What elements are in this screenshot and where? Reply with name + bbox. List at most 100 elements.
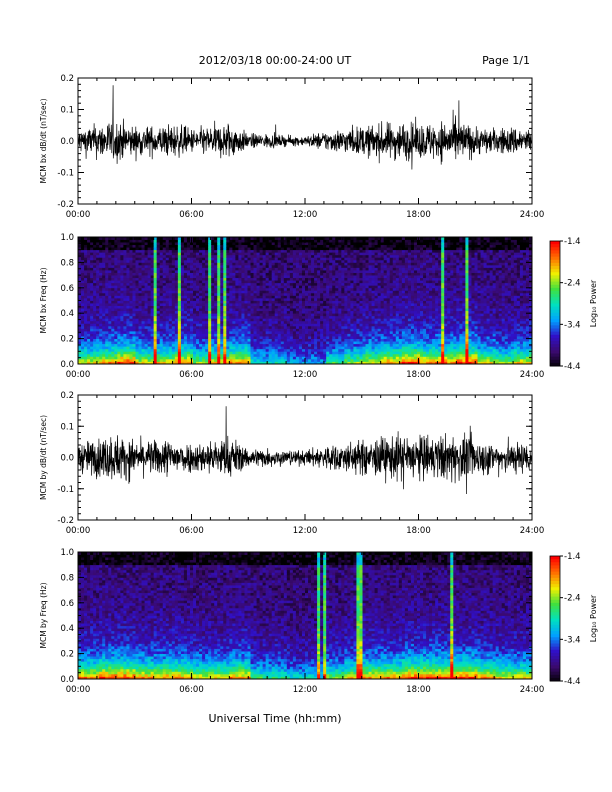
spectrogram-cell (232, 318, 236, 322)
spectrogram-cell (211, 346, 215, 350)
spectrogram-cell (323, 239, 327, 243)
spectrogram-cell (298, 328, 303, 332)
spectrogram-cell (150, 346, 155, 350)
spectrogram-cell (208, 315, 212, 319)
spectrogram-cell (132, 308, 136, 312)
spectrogram-cell (177, 303, 182, 306)
spectrogram-cell (283, 292, 288, 296)
spectrogram-cell (78, 285, 82, 289)
spectrogram-cell (223, 313, 227, 317)
spectrogram-cell (162, 358, 167, 362)
spectrogram-cell (202, 262, 206, 266)
spectrogram-cell (308, 300, 312, 304)
spectrogram-cell (350, 310, 354, 314)
spectrogram-cell (93, 297, 97, 301)
spectrogram-cell (308, 336, 312, 339)
spectrogram-cell (362, 308, 366, 312)
spectrogram-cell (235, 237, 239, 240)
spectrogram-cell (174, 282, 179, 286)
spectrogram-cell (129, 290, 133, 294)
spectrogram-cell (341, 351, 345, 355)
spectrogram-cell (108, 259, 112, 263)
spectrogram-cell (129, 252, 133, 256)
spectrogram-cell (274, 297, 279, 301)
spectrogram-cell (102, 315, 106, 319)
spectrogram-cell (78, 252, 82, 256)
spectrogram-cell (286, 318, 291, 322)
spectrogram-cell (186, 330, 191, 334)
spectrogram-cell (108, 315, 112, 319)
spectrogram-cell (250, 244, 254, 248)
spectrogram-cell (332, 252, 336, 256)
spectrogram-cell (220, 252, 224, 256)
spectrogram-cell (171, 244, 176, 248)
spectrogram-cell (211, 282, 215, 286)
spectrogram-cell (356, 272, 360, 276)
spectrogram-cell (289, 330, 294, 334)
spectrogram-cell (87, 290, 91, 294)
spectrogram-cell (177, 328, 182, 332)
spectrogram-cell (162, 275, 167, 279)
spectrogram-cell (238, 333, 242, 337)
spectrogram-cell (250, 361, 254, 365)
spectrogram-cell (102, 287, 106, 291)
spectrogram-cell (199, 338, 203, 342)
spectrogram-cell (165, 346, 170, 350)
spectrogram-cell (347, 346, 351, 350)
spectrogram-cell (229, 336, 233, 339)
spectrogram-cell (308, 262, 312, 266)
spectrogram-cell (244, 272, 248, 276)
spectrogram-cell (247, 247, 251, 251)
spectrogram-cell (347, 297, 351, 301)
spectrogram-cell (156, 297, 161, 301)
spectrogram-cell (283, 285, 288, 289)
spectrogram-cell (202, 247, 206, 251)
spectrogram-cell (235, 328, 239, 332)
spectrogram-cell (244, 356, 248, 360)
spectrogram-cell (277, 330, 282, 334)
spectrogram-cell (99, 323, 103, 327)
spectrogram-cell (159, 313, 164, 317)
spectrogram-cell (229, 267, 233, 271)
spectrogram-cell (295, 315, 300, 319)
spectrogram-cell (96, 346, 100, 350)
spectrogram-cell (353, 300, 357, 304)
spectrogram-cell (292, 303, 297, 306)
spectrogram-cell (183, 353, 188, 357)
spectrogram-cell (232, 257, 236, 261)
spectrogram-cell (301, 310, 306, 314)
spectrogram-cell (105, 237, 109, 240)
spectrogram-cell (226, 305, 230, 309)
spectrogram-cell (177, 361, 182, 365)
spectrogram-cell (280, 303, 285, 306)
spectrogram-cell (111, 297, 115, 301)
spectrogram-cell (301, 264, 306, 268)
spectrogram-cell (123, 333, 127, 337)
spectrogram-cell (226, 270, 230, 273)
spectrogram-cell (217, 356, 221, 360)
spectrogram-cell (196, 290, 200, 294)
spectrogram-cell (280, 249, 285, 253)
spectrogram-cell (162, 247, 167, 251)
spectrogram-cell (280, 325, 285, 329)
spectrogram-cell (235, 343, 239, 347)
spectrogram-cell (238, 313, 242, 317)
spectrogram-cell (235, 254, 239, 258)
spectrogram-cell (93, 336, 97, 339)
spectrogram-cell (359, 303, 363, 306)
spectrogram-cell (235, 338, 239, 342)
spectrogram-cell (223, 361, 227, 365)
spectrogram-cell (223, 282, 227, 286)
spectrogram-cell (298, 254, 303, 258)
spectrogram-cell (193, 270, 197, 273)
spectrogram-cell (277, 358, 282, 362)
spectrogram-cell (317, 343, 321, 347)
spectrogram-cell (244, 338, 248, 342)
spectrogram-cell (274, 338, 279, 342)
spectrogram-cell (165, 341, 170, 345)
spectrogram-cell (289, 343, 294, 347)
spectrogram-cell (356, 282, 360, 286)
spectrogram-cell (329, 272, 333, 276)
spectrogram-cell (347, 338, 351, 342)
spectrogram-cell (235, 336, 239, 339)
